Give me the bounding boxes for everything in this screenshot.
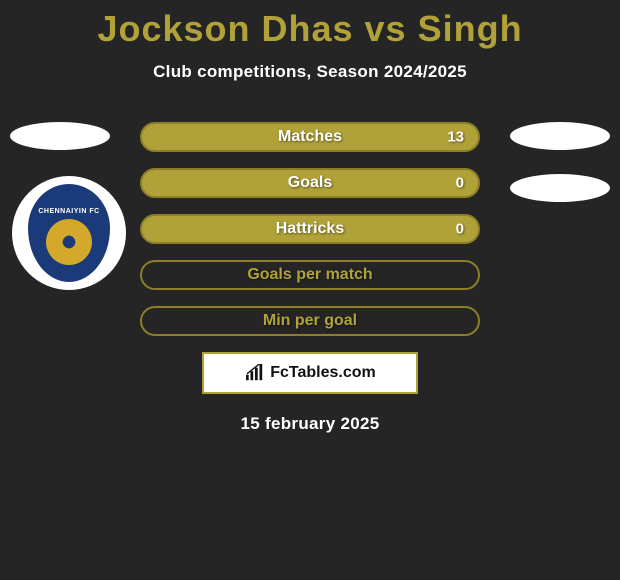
brand-box[interactable]: FcTables.com [202,352,418,394]
player2-club-placeholder [510,174,610,202]
club-badge-text: CHENNAIYIN FC [38,208,99,215]
stat-bar: Goals per match [140,260,480,290]
page-title: Jockson Dhas vs Singh [0,0,620,50]
stat-label: Min per goal [263,312,357,330]
club-badge-shield: CHENNAIYIN FC [28,184,110,282]
brand-chart-icon [244,364,266,382]
stats-area: CHENNAIYIN FC Matches13Goals0Hattricks0G… [0,122,620,336]
stat-label: Goals per match [247,266,372,284]
brand-text: FcTables.com [270,364,376,382]
player2-photo-placeholder [510,122,610,150]
stat-bar: Min per goal [140,306,480,336]
stat-label: Matches [278,128,342,146]
snapshot-date: 15 february 2025 [0,414,620,434]
stat-bars: Matches 13 Goals 0 Hattricks 0 Goals per match… [140,122,480,336]
stat-bar: Matches 13 [140,122,480,152]
player1-photo-placeholder [10,122,110,150]
stat-label: Goals [288,174,332,192]
stat-value: 13 [447,129,464,146]
page-subtitle: Club competitions, Season 2024/2025 [0,62,620,82]
stat-label: Hattricks [276,220,344,238]
stat-bar: Goals 0 [140,168,480,198]
stat-value: 0 [456,221,464,238]
stat-value: 0 [456,175,464,192]
stat-bar: Hattricks 0 [140,214,480,244]
club-badge-emblem-icon [46,219,92,265]
player1-club-badge: CHENNAIYIN FC [12,176,126,290]
